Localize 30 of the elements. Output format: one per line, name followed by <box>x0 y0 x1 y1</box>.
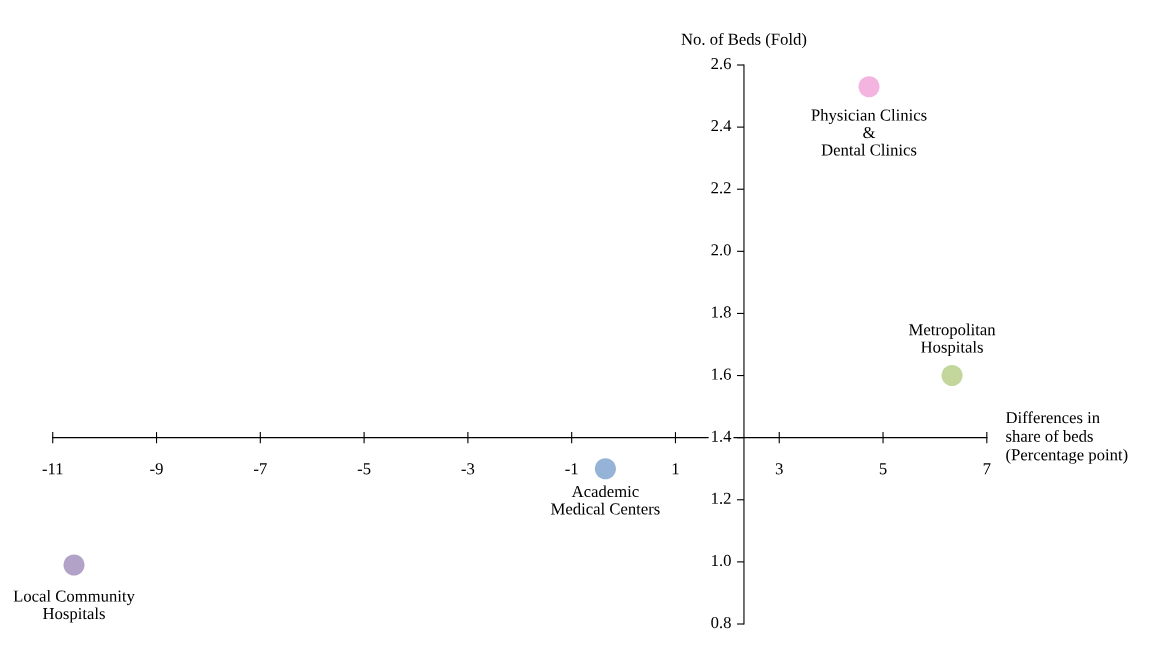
x-tick-label: 5 <box>879 463 887 475</box>
y-tick-label: 2.6 <box>711 57 731 70</box>
series-label: Metropolitan Hospitals <box>909 323 996 357</box>
x-tick-label: -1 <box>565 463 578 475</box>
y-tick-label: 1.8 <box>712 306 731 318</box>
y-tick-label: 0.8 <box>711 616 731 629</box>
x-tick-label: 7 <box>983 463 991 475</box>
series-label: Academic Medical Centers <box>551 485 660 515</box>
y-axis-title: No. of Beds (Fold) <box>681 32 807 49</box>
point <box>858 76 880 98</box>
y-tick-label: 1.2 <box>712 492 731 505</box>
x-tick-label: 1 <box>672 463 679 475</box>
y-tick-label: 2.0 <box>711 244 731 256</box>
y-tick-label: 1.0 <box>712 554 731 567</box>
point <box>594 458 616 480</box>
text: Physician Clinics & Dental Clinics <box>811 108 927 156</box>
x-axis-title: Differences in share of beds (Percentage point) <box>1005 411 1128 464</box>
y-tick-label: 1.6 <box>712 368 731 380</box>
x-tick-label: 3 <box>775 463 783 475</box>
x-tick-label: -11 <box>42 463 63 475</box>
point <box>63 554 85 576</box>
x-tick-label: -3 <box>461 463 475 475</box>
series-label: Local Community Hospitals <box>13 589 135 623</box>
x-tick-label: -5 <box>357 463 371 475</box>
y-tick-label: 2.2 <box>711 182 731 194</box>
point <box>941 365 963 387</box>
x-tick-label: -7 <box>253 463 267 475</box>
y-tick-label: 1.4 <box>712 430 732 442</box>
x-tick-label: -9 <box>150 463 163 475</box>
y-tick-label: 2.4 <box>711 120 732 132</box>
